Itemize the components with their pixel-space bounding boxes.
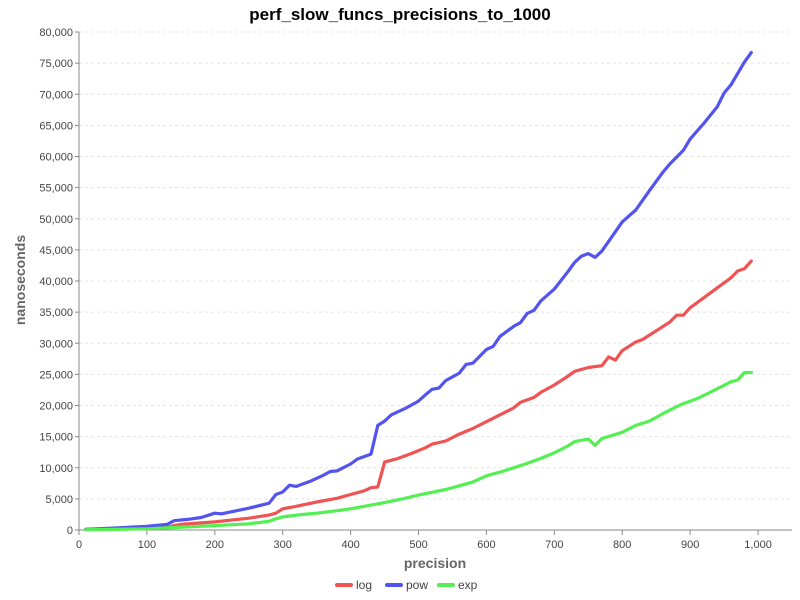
series-line-log — [84, 259, 753, 532]
x-tick-label: 600 — [477, 539, 495, 551]
y-tick-label: 45,000 — [39, 245, 73, 257]
y-tick-label: 35,000 — [39, 307, 73, 319]
x-tick-label: 100 — [138, 539, 156, 551]
y-tick-label: 70,000 — [39, 89, 73, 101]
y-tick-label: 65,000 — [39, 120, 73, 132]
y-tick-label: 80,000 — [39, 27, 73, 39]
legend: log pow exp — [335, 578, 478, 592]
x-tick-label: 300 — [274, 539, 292, 551]
legend-item-log: log — [335, 578, 372, 592]
legend-item-pow: pow — [385, 578, 428, 592]
legend-label: exp — [458, 578, 478, 592]
x-tick-label: 1,000 — [744, 539, 772, 551]
y-tick-label: 55,000 — [39, 183, 73, 195]
x-tick-label: 200 — [206, 539, 224, 551]
y-tick-label: 15,000 — [39, 432, 73, 444]
y-tick-label: 10,000 — [39, 463, 73, 475]
gridlines — [79, 31, 792, 500]
series-line-exp — [84, 370, 753, 532]
x-tick-label: 800 — [613, 539, 631, 551]
x-tick-label: 400 — [341, 539, 359, 551]
y-tick-label: 25,000 — [39, 369, 73, 381]
chart-title: perf_slow_funcs_precisions_to_1000 — [249, 5, 550, 24]
x-axis-title: precision — [404, 555, 466, 571]
y-tick-label: 20,000 — [39, 401, 73, 413]
x-tick-label: 900 — [681, 539, 699, 551]
x-tick-label: 0 — [76, 539, 82, 551]
y-tick-label: 40,000 — [39, 276, 73, 288]
legend-item-exp: exp — [437, 578, 478, 592]
y-tick-label: 75,000 — [39, 58, 73, 70]
y-tick-label: 30,000 — [39, 338, 73, 350]
y-tick-label: 60,000 — [39, 152, 73, 164]
y-tick-label: 0 — [67, 525, 73, 537]
axes: 0 5,000 10,000 15,000 20,000 25,000 30,000 35,0… — [39, 27, 792, 551]
y-tick-label: 50,000 — [39, 214, 73, 226]
legend-label: pow — [406, 578, 428, 592]
y-axis-title: nanoseconds — [12, 235, 28, 325]
y-tick-label: 5,000 — [45, 494, 73, 506]
legend-label: log — [356, 578, 372, 592]
series-lines — [84, 50, 753, 532]
x-tick-label: 700 — [545, 539, 563, 551]
series-line-pow — [84, 50, 753, 532]
x-tick-label: 500 — [409, 539, 427, 551]
